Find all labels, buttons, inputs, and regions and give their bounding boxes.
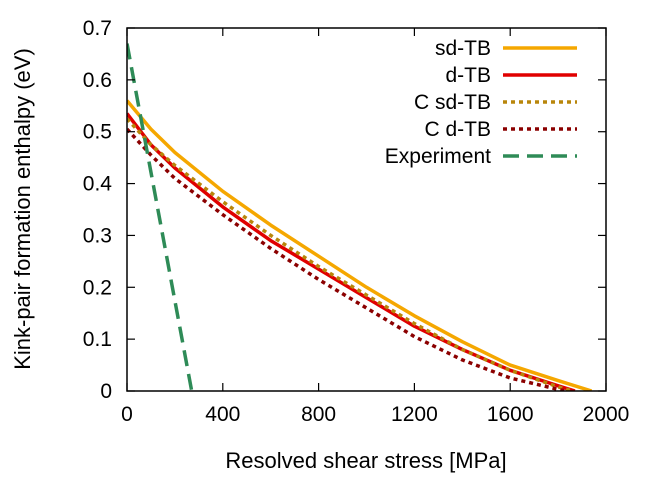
- y-tick-label: 0.1: [83, 328, 112, 351]
- legend: sd-TB d-TB C sd-TB C d-TB Experiment: [385, 37, 577, 168]
- y-tick-label: 0: [100, 380, 112, 403]
- plot-frame: [126, 27, 607, 392]
- y-tick-label: 0.2: [83, 276, 112, 299]
- x-tick-label: 800: [301, 403, 336, 426]
- x-tick-label: 1600: [487, 403, 534, 426]
- series-line-c-d-tb: [127, 127, 566, 391]
- legend-label: d-TB: [445, 64, 491, 87]
- series-line-experiment: [127, 43, 194, 391]
- series-line-d-tb: [127, 112, 576, 391]
- series-line-sd-tb: [127, 99, 593, 391]
- ticks-layer: 0 400 800 1200 1600 2000 0 0.1 0.2 0.3 0.4 0.5 0.6 0.…: [83, 17, 630, 426]
- x-axis-label: Resolved shear stress [MPa]: [225, 448, 506, 473]
- y-tick-label: 0.4: [83, 173, 113, 196]
- y-tick-label: 0.6: [83, 69, 112, 92]
- y-tick-label: 0.5: [83, 121, 112, 144]
- y-tick-label: 0.7: [83, 17, 112, 40]
- y-tick-label: 0.3: [83, 224, 112, 247]
- x-tick-label: 400: [205, 403, 240, 426]
- legend-label: sd-TB: [435, 37, 491, 60]
- series-layer: [127, 43, 593, 391]
- legend-label: C d-TB: [424, 118, 491, 141]
- x-tick-label: 2000: [583, 403, 630, 426]
- y-axis-label: Kink-pair formation enthalpy (eV): [10, 48, 35, 370]
- x-tick-label: 1200: [391, 403, 438, 426]
- legend-label: Experiment: [385, 145, 491, 168]
- x-tick-label: 0: [121, 403, 133, 426]
- legend-label: C sd-TB: [414, 91, 491, 114]
- series-line-c-sd-tb: [127, 117, 573, 391]
